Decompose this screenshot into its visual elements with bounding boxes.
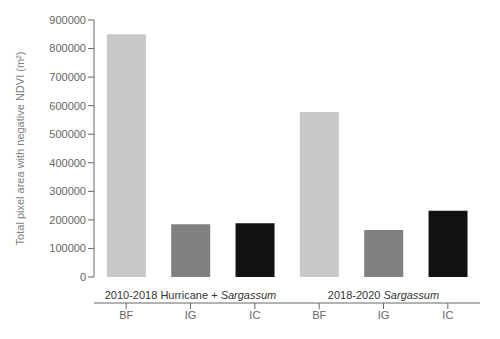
- svg-text:100000: 100000: [49, 242, 86, 254]
- svg-text:IG: IG: [185, 309, 197, 321]
- svg-text:Total pixel area with negative: Total pixel area with negative NDVI (m²): [14, 52, 26, 246]
- svg-text:900000: 900000: [49, 14, 86, 26]
- svg-text:300000: 300000: [49, 185, 86, 197]
- svg-text:BF: BF: [119, 309, 133, 321]
- svg-text:BF: BF: [312, 309, 326, 321]
- svg-text:IC: IC: [249, 309, 260, 321]
- svg-text:2010-2018 Hurricane + Sargassu: 2010-2018 Hurricane + Sargassum: [105, 289, 277, 301]
- svg-text:2018-2020 Sargassum: 2018-2020 Sargassum: [328, 289, 439, 301]
- svg-text:800000: 800000: [49, 42, 86, 54]
- svg-text:IG: IG: [378, 309, 390, 321]
- svg-text:600000: 600000: [49, 100, 86, 112]
- svg-text:0: 0: [80, 271, 86, 283]
- svg-text:700000: 700000: [49, 71, 86, 83]
- svg-text:400000: 400000: [49, 157, 86, 169]
- svg-text:200000: 200000: [49, 214, 86, 226]
- svg-text:IC: IC: [442, 309, 453, 321]
- svg-text:500000: 500000: [49, 128, 86, 140]
